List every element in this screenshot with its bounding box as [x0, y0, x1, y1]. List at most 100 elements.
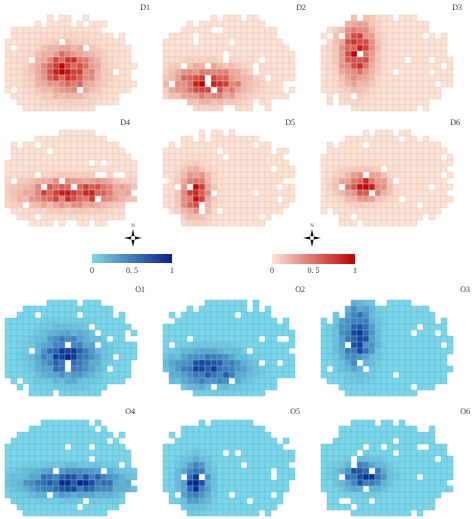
map-cell: [326, 147, 334, 155]
map-cell: [246, 80, 254, 88]
map-cell: [404, 467, 412, 475]
map-cell: [356, 419, 364, 427]
map-cell: [22, 509, 30, 517]
map-cell: [76, 323, 84, 331]
map-cell: [70, 141, 78, 149]
map-cell: [76, 335, 84, 343]
map-cell: [240, 497, 248, 505]
map-cell: [404, 497, 412, 505]
map-cell: [34, 455, 42, 463]
map-cell: [234, 201, 242, 209]
map-cell: [234, 213, 242, 221]
map-cell: [22, 461, 30, 469]
map-cell: [368, 26, 376, 34]
map-cell: [64, 335, 72, 343]
map-cell: [112, 359, 120, 367]
map-cell: [276, 443, 284, 451]
map-cell: [168, 92, 176, 100]
map-cell: [100, 509, 108, 517]
map-cell: [174, 74, 182, 82]
map-cell: [204, 56, 212, 64]
map-cell: [70, 153, 78, 161]
map-cell: [404, 449, 412, 457]
map-cell: [276, 329, 284, 337]
map-cell: [222, 80, 230, 88]
map-cell: [252, 335, 260, 343]
map-cell: [404, 80, 412, 88]
map-cell: [344, 219, 352, 227]
map-cell: [40, 503, 48, 511]
map-cell: [168, 329, 176, 337]
map-cell: [440, 317, 448, 325]
map-cell: [326, 183, 334, 191]
map-cell: [350, 323, 358, 331]
map-cell: [34, 74, 42, 82]
map-cell: [112, 147, 120, 155]
map-cell: [198, 329, 206, 337]
map-cell: [4, 56, 12, 64]
map-cell: [210, 329, 218, 337]
map-cell: [112, 341, 120, 349]
map-cell: [198, 437, 206, 445]
map-cell: [124, 177, 132, 185]
map-cell: [180, 26, 188, 34]
map-cell: [246, 86, 254, 94]
map-cell: [240, 147, 248, 155]
map-cell: [252, 219, 260, 227]
map-cell: [392, 62, 400, 70]
map-cell: [362, 461, 370, 469]
map-cell: [94, 473, 102, 481]
map-cell: [130, 347, 138, 355]
map-cell: [398, 68, 406, 76]
map-cell: [210, 195, 218, 203]
map-cell: [258, 317, 266, 325]
map-cell: [16, 335, 24, 343]
map-cell: [180, 497, 188, 505]
map-cell: [380, 171, 388, 179]
map-cell: [124, 323, 132, 331]
map-cell: [282, 473, 290, 481]
map-cell: [222, 98, 230, 106]
map-cell: [252, 92, 260, 100]
map-cell: [416, 74, 424, 82]
map-cell: [82, 353, 90, 361]
map-cell: [264, 473, 272, 481]
map-cell: [320, 177, 328, 185]
map-cell: [82, 201, 90, 209]
map-cell: [192, 104, 200, 112]
map-cell: [410, 479, 418, 487]
map-cell: [76, 317, 84, 325]
map-cell: [234, 104, 242, 112]
map-cell: [326, 189, 334, 197]
map-cell: [76, 92, 84, 100]
map-cell: [282, 74, 290, 82]
map-cell: [34, 195, 42, 203]
map-cell: [124, 44, 132, 52]
map-cell: [228, 383, 236, 391]
map-cell: [258, 147, 266, 155]
map-cell: [88, 431, 96, 439]
map-cell: [374, 509, 382, 517]
map-cell: [100, 32, 108, 40]
map-cell: [446, 195, 454, 203]
map-cell: [16, 183, 24, 191]
map-cell: [180, 159, 188, 167]
map-cell: [34, 207, 42, 215]
map-cell: [326, 195, 334, 203]
map-cell: [186, 213, 194, 221]
map-cell: [234, 467, 242, 475]
map-cell: [216, 165, 224, 173]
map-cell: [240, 98, 248, 106]
map-cell: [276, 62, 284, 70]
map-cell: [398, 365, 406, 373]
map-cell: [332, 323, 340, 331]
map-cell: [198, 50, 206, 58]
map-cell: [428, 353, 436, 361]
map-cell: [216, 213, 224, 221]
map-cell: [234, 353, 242, 361]
map-cell: [106, 317, 114, 325]
map-cell: [100, 213, 108, 221]
map-cell: [338, 86, 346, 94]
map-cell: [204, 299, 212, 307]
